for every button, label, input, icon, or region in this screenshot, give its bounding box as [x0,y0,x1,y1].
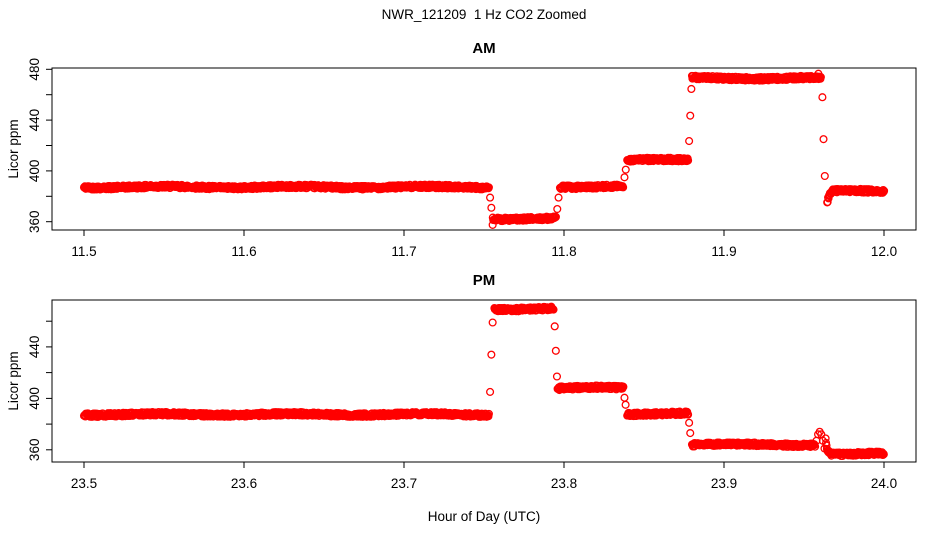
transition-point [621,165,630,174]
y-axis-label-pm: Licor ppm [6,351,21,411]
data-points [79,302,888,461]
transition-point [620,173,629,182]
y-tick-label: 360 [27,439,42,462]
transition-point [687,84,696,94]
transition-point [550,322,559,331]
plot-box [51,299,917,463]
transition-point [487,203,496,212]
y-axis: 360 400 440 [27,320,52,462]
x-tick-label: 11.9 [711,244,736,259]
transition-point [685,418,694,427]
transition-point [486,387,495,396]
x-axis: 23.5 23.6 23.7 23.8 23.9 24.0 [71,462,897,491]
transition-point [820,444,829,453]
y-tick-label: 360 [27,210,42,233]
transition-point [552,372,562,381]
x-tick-label: 23.9 [711,476,737,491]
y-tick-label: 440 [27,109,42,132]
transition-point [621,400,630,409]
x-axis-label: Hour of Day (UTC) [427,509,541,524]
y-tick-label: 480 [27,58,42,81]
transition-point [553,204,562,214]
panel-am: 11.5 11.6 11.7 11.8 11.9 12.0 360 400 440 480 [27,58,917,259]
transition-point [685,137,694,146]
transition-point [686,111,695,120]
transition-point [814,69,823,78]
y-tick-label: 400 [27,387,42,410]
y-tick-label: 440 [27,336,42,359]
transition-point [554,193,563,202]
transition-point [488,220,497,229]
x-tick-label: 23.7 [391,476,417,491]
panel-pm: 23.5 23.6 23.7 23.8 23.9 24.0 360 400 440 [27,299,917,491]
transition-point [551,346,560,355]
transition-point [819,135,828,144]
y-axis-label-am: Licor ppm [6,119,21,179]
x-axis: 11.5 11.6 11.7 11.8 11.9 12.0 [71,230,897,259]
transition-point [686,429,695,438]
x-tick-label: 11.7 [391,244,416,259]
transition-point [486,193,495,202]
transition-point [487,350,496,359]
x-tick-label: 23.6 [231,476,257,491]
main-title: NWR_121209 1 Hz CO2 Zoomed [381,7,587,22]
transition-point [488,318,497,327]
x-tick-label: 11.8 [551,244,576,259]
x-tick-label: 23.8 [551,476,577,491]
panel-title-am: AM [472,40,496,57]
panel-title-pm: PM [472,272,496,289]
x-tick-label: 11.6 [231,244,256,259]
x-tick-label: 24.0 [871,476,897,491]
transition-point [818,436,827,445]
x-tick-label: 12.0 [871,244,897,259]
x-tick-label: 11.5 [71,244,96,259]
transition-point [818,93,827,102]
y-tick-label: 400 [27,160,42,183]
y-axis: 360 400 440 480 [27,58,52,233]
plot-box [51,67,917,231]
data-points [79,69,889,229]
transition-point [820,171,829,181]
transition-point [620,393,629,402]
x-tick-label: 23.5 [71,476,97,491]
